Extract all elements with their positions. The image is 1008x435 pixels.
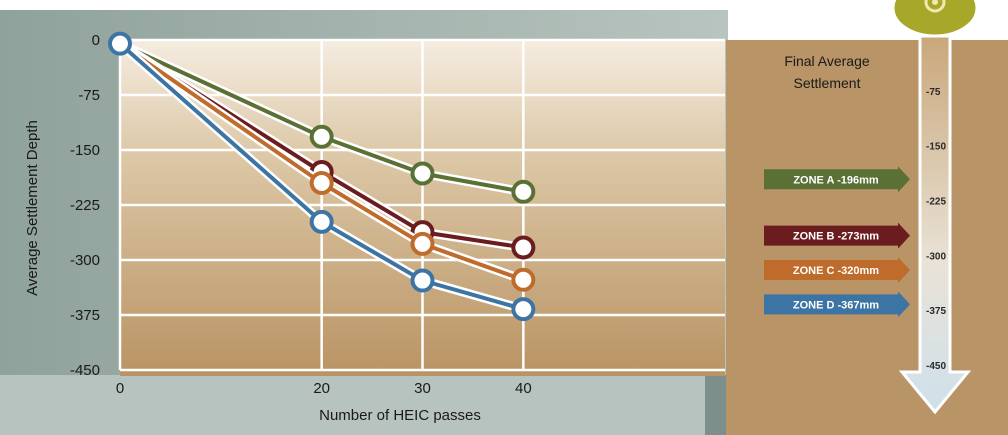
scale-tick-label: -300 <box>926 251 946 262</box>
scale-tick-label: -375 <box>926 306 946 317</box>
x-tick-label: 30 <box>414 380 431 397</box>
y-tick-label: -225 <box>70 197 100 214</box>
final-settlement-panel: Final Average Settlement -75 -150 -225 -300… <box>764 0 979 415</box>
scale-tick-labels: -75 -150 -225 -300 -375 -450 <box>926 87 946 372</box>
data-point <box>309 171 334 195</box>
data-point <box>511 179 536 204</box>
y-tick-label: 0 <box>92 32 100 49</box>
series-zone-d <box>117 40 536 322</box>
zone-arrow-shape <box>764 222 910 249</box>
settlement-scale-arrow <box>898 34 972 415</box>
zone-arrow-shape <box>764 166 910 193</box>
series-line <box>118 42 524 312</box>
data-point <box>511 267 536 292</box>
final-title-line-2: Settlement <box>794 75 861 91</box>
series-line <box>118 42 524 250</box>
zone-label: ZONE C -320mm <box>793 265 879 277</box>
x-axis-label: Number of HEIC passes <box>319 407 481 424</box>
x-axis-band-shadow <box>705 375 730 435</box>
flower-icon <box>891 0 979 38</box>
x-tick-label: 40 <box>515 380 532 397</box>
y-tick-labels: 0 -75 -150 -225 -300 -375 -450 <box>70 32 100 379</box>
x-tick-labels: 0 20 30 40 <box>116 380 532 397</box>
series-line <box>119 41 524 194</box>
data-point <box>410 268 435 293</box>
y-tick-label: -450 <box>70 362 100 379</box>
y-tick-label: -75 <box>78 87 100 104</box>
series-zone-c <box>117 39 536 292</box>
final-title-line-1: Final Average <box>784 53 870 69</box>
zone-arrow: ZONE B -273mm <box>764 222 910 249</box>
zone-label: ZONE B -273mm <box>793 231 879 243</box>
zone-arrow-shape <box>764 256 910 283</box>
zone-arrow-shape <box>764 291 910 318</box>
zone-arrow: ZONE D -367mm <box>764 291 910 318</box>
y-tick-label: -375 <box>70 307 100 324</box>
series-zone-a <box>118 39 536 204</box>
scale-tick-label: -450 <box>926 361 946 372</box>
scale-tick-label: -225 <box>926 197 946 208</box>
y-tick-label: -300 <box>70 252 100 269</box>
data-point <box>511 235 536 260</box>
series-layer <box>108 31 536 322</box>
zone-arrow: ZONE A -196mm <box>764 166 910 193</box>
data-point-origin <box>108 31 132 56</box>
zone-label: ZONE D -367mm <box>793 299 879 311</box>
zone-label: ZONE A -196mm <box>793 174 879 186</box>
scale-tick-label: -75 <box>926 87 941 98</box>
data-point <box>309 124 334 149</box>
data-point <box>511 297 536 322</box>
scale-tick-label: -150 <box>926 142 946 153</box>
x-axis-band <box>0 375 728 435</box>
data-point <box>410 161 435 186</box>
x-tick-label: 0 <box>116 380 124 397</box>
zone-arrow: ZONE C -320mm <box>764 256 910 283</box>
data-point <box>309 209 334 234</box>
x-tick-label: 20 <box>313 380 330 397</box>
y-axis-label: Average Settlement Depth <box>24 120 41 296</box>
y-tick-label: -150 <box>70 142 100 159</box>
data-point <box>410 231 435 256</box>
series-line <box>118 42 524 282</box>
zone-annotations: ZONE A -196mm ZONE B -273mm ZONE C -320mm Z… <box>764 166 910 318</box>
